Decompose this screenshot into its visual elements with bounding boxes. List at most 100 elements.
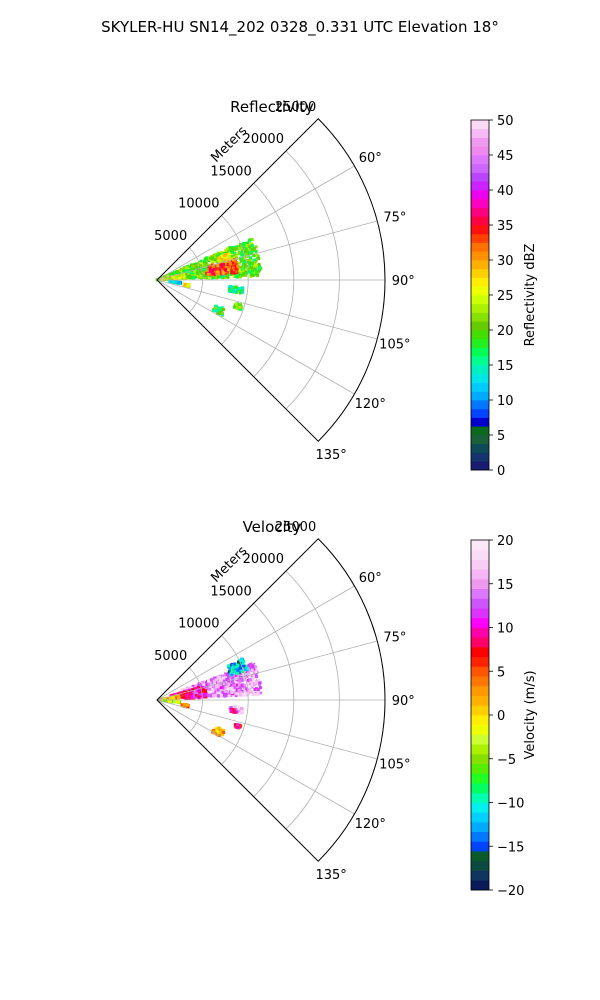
colorbar-segment (471, 198, 489, 208)
echo-cell (239, 258, 243, 262)
echo-cell (255, 674, 258, 678)
echo-cell (254, 270, 258, 274)
echo-cell (250, 668, 254, 672)
echo-cell (234, 692, 238, 696)
echo-cell (177, 697, 180, 701)
echo-cell (175, 270, 179, 274)
colorbar-segment (471, 753, 489, 765)
echo-region (205, 258, 240, 277)
echo-cell (188, 694, 191, 698)
echo-cell (200, 692, 203, 696)
echo-region (233, 723, 243, 730)
echo-cell (203, 693, 207, 697)
echo-cell (226, 262, 230, 266)
echo-cell (219, 270, 223, 274)
echo-cell (251, 683, 255, 687)
echo-cell (196, 686, 200, 690)
echo-cell (234, 694, 238, 698)
echo-cell (247, 239, 251, 243)
echo-cell (213, 258, 217, 261)
echo-cell (256, 691, 260, 695)
echo-cell (242, 685, 246, 689)
echo-cell (233, 662, 237, 666)
echo-cell (182, 703, 186, 707)
echo-cell (173, 699, 177, 703)
echo-cell (191, 266, 195, 270)
echo-cell (223, 694, 227, 698)
colorbar-segment (471, 608, 489, 619)
colorbar-segment (471, 851, 489, 862)
echo-cell (186, 269, 190, 273)
echo-cell (206, 690, 210, 694)
colorbar-segment (471, 251, 489, 261)
colorbar: −20 −15 −10 −5 0 5 10 15 20 Velocity (m/s) (470, 534, 538, 899)
echo-cell (199, 266, 202, 270)
echo-cell (219, 693, 223, 697)
echo-cell (232, 258, 235, 262)
echo-cell (232, 256, 236, 260)
echo-cell (240, 684, 244, 688)
echo-cell (247, 672, 251, 676)
echo-cell (230, 687, 234, 691)
echo-cell (241, 670, 245, 674)
colorbar-tick-label: −10 (497, 797, 524, 812)
echo-cell (185, 705, 189, 709)
echo-cell (253, 687, 257, 691)
echo-cell (242, 254, 246, 258)
colorbar-tick-label: 30 (497, 254, 514, 269)
echo-cell (251, 665, 255, 669)
echo-cell (187, 272, 191, 276)
echo-cell (216, 270, 220, 274)
echo-cell (190, 695, 193, 699)
echo-cell (228, 285, 232, 289)
colorbar-label: Velocity (m/s) (523, 670, 538, 759)
echo-cell (166, 697, 170, 701)
echo-cell (214, 685, 218, 689)
echo-cell (239, 245, 243, 249)
echo-cell (216, 685, 220, 689)
echo-cell (209, 256, 213, 260)
colorbar-segment (471, 783, 489, 794)
colorbar-segment (471, 831, 489, 842)
echo-cell (234, 669, 238, 673)
echo-cell (253, 261, 257, 265)
echo-cell (199, 274, 203, 278)
echo-cell (234, 247, 238, 251)
echo-cell (207, 682, 211, 686)
echo-cell (238, 272, 242, 276)
colorbar-segment (471, 452, 489, 462)
echo-cell (201, 687, 205, 691)
echo-cell (225, 673, 229, 677)
echo-cell (171, 696, 175, 699)
echo-cell (217, 694, 221, 698)
colorbar-segment (471, 268, 489, 278)
echo-cell (246, 265, 250, 269)
echo-cell (211, 259, 215, 263)
echo-cell (219, 678, 223, 682)
echo-cell (181, 688, 185, 692)
echo-cell (248, 678, 252, 682)
echo-cell (239, 671, 243, 675)
echo-cell (204, 689, 207, 693)
echo-cell (250, 266, 254, 270)
range-tick-label: 10000 (178, 197, 219, 212)
echo-cell (220, 254, 224, 258)
echo-cell (202, 273, 206, 277)
echo-cell (171, 275, 175, 279)
echo-cell (239, 251, 243, 255)
echo-cell (214, 689, 218, 693)
echo-cell (238, 247, 242, 251)
echo-cell (245, 271, 249, 275)
echo-cell (248, 264, 252, 268)
echo-cell (191, 265, 195, 269)
echo-cell (216, 311, 220, 315)
echo-cell (258, 686, 262, 690)
echo-cell (250, 269, 254, 273)
echo-cell (241, 272, 245, 276)
echo-cell (221, 271, 225, 275)
echo-cell (199, 262, 203, 266)
echo-cell (212, 687, 216, 691)
echo-cell (228, 289, 231, 293)
colorbar-segment (471, 303, 489, 313)
echo-cell (258, 683, 261, 687)
